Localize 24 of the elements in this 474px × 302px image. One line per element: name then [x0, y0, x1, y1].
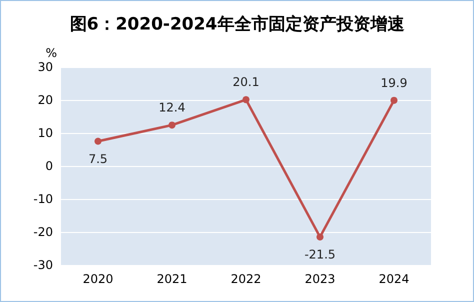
y-axis-title: % — [46, 46, 57, 60]
data-label: 19.9 — [380, 76, 408, 90]
y-tick-label: 30 — [38, 60, 53, 74]
data-label: 7.5 — [88, 152, 108, 166]
y-tick-label: -10 — [33, 192, 53, 206]
point — [390, 96, 398, 104]
point — [242, 96, 250, 104]
point — [94, 138, 102, 145]
point — [168, 122, 176, 129]
x-tick-label: 2024 — [378, 272, 410, 286]
y-tick-label: -30 — [33, 258, 53, 272]
y-tick-label: 10 — [38, 126, 53, 140]
data-label: -21.5 — [304, 247, 336, 262]
chart-title: 图6：2020-2024年全市固定资产投资增速 — [70, 14, 404, 34]
point — [316, 233, 324, 240]
y-tick-label: 20 — [38, 93, 53, 107]
x-tick-label: 2021 — [156, 272, 188, 286]
y-tick-label: 0 — [45, 159, 53, 173]
y-tick-label: -20 — [33, 225, 53, 239]
x-tick-label: 2023 — [304, 272, 336, 286]
data-label: 12.4 — [158, 100, 186, 115]
x-tick-label: 2022 — [230, 272, 262, 286]
data-label: 20.1 — [232, 75, 260, 90]
x-tick-label: 2020 — [82, 272, 114, 286]
